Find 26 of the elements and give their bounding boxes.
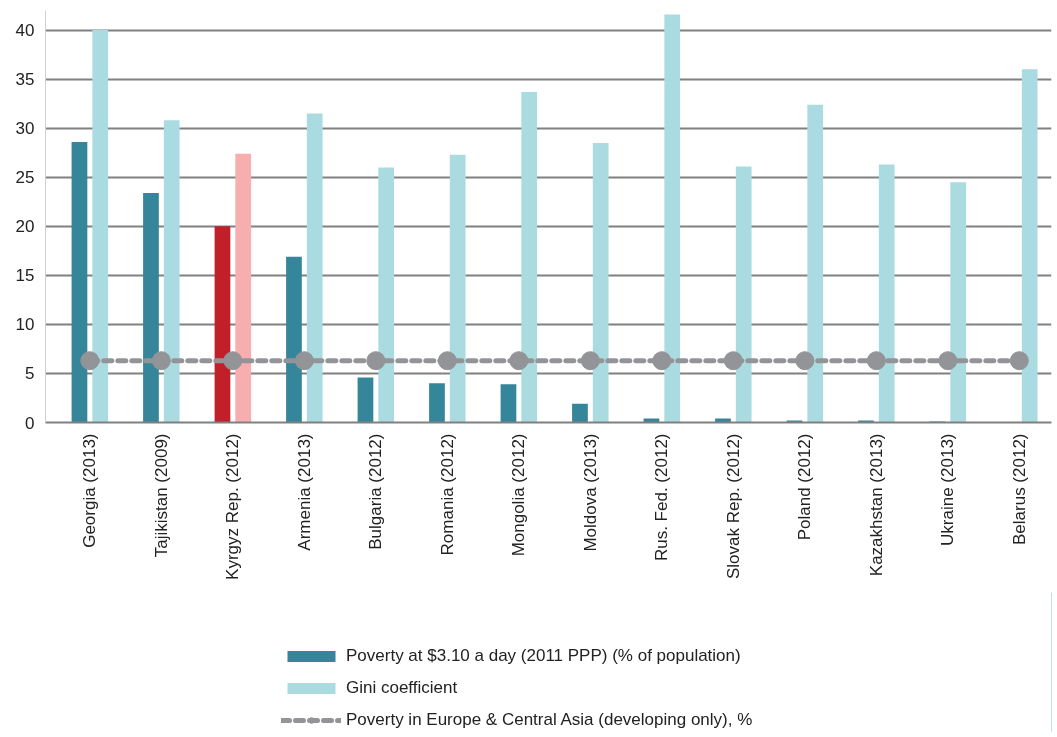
legend-label: Gini coefficient <box>346 678 458 698</box>
x-tick-label: Kyrgyz Rep. (2012) <box>223 433 243 580</box>
y-tick-label: 30 <box>15 119 35 139</box>
y-tick-label: 0 <box>25 413 35 433</box>
x-tick-label: Moldova (2013) <box>580 433 600 552</box>
x-tick-label: Ukraine (2013) <box>938 433 958 546</box>
x-tick-label: Slovak Rep. (2012) <box>723 433 743 580</box>
y-tick-label: 5 <box>25 364 35 384</box>
y-tick-label: 25 <box>15 168 35 188</box>
x-tick-label: Armenia (2013) <box>294 433 314 551</box>
y-tick-label: 10 <box>15 315 35 335</box>
x-tick-label: Bulgaria (2012) <box>366 433 386 550</box>
y-tick-label: 15 <box>15 266 35 286</box>
y-tick-label: 35 <box>15 70 35 90</box>
x-tick-label: Belarus (2012) <box>1009 433 1029 545</box>
x-tick-label: Poland (2012) <box>795 433 815 541</box>
x-tick-label: Tajikistan (2009) <box>151 433 171 558</box>
x-tick-label: Georgia (2013) <box>80 433 100 548</box>
x-tick-label: Rus. Fed. (2012) <box>652 433 672 562</box>
y-tick-label: 20 <box>15 217 35 237</box>
legend-label: Poverty in Europe & Central Asia (developing only), % <box>346 710 753 730</box>
x-tick-label: Romania (2012) <box>437 433 457 556</box>
x-tick-label: Kazakhstan (2013) <box>866 433 886 577</box>
x-tick-label: Mongolia (2012) <box>509 433 529 557</box>
legend-label: Poverty at $3.10 a day (2011 PPP) (% of population) <box>346 646 741 666</box>
y-tick-label: 40 <box>15 21 35 41</box>
